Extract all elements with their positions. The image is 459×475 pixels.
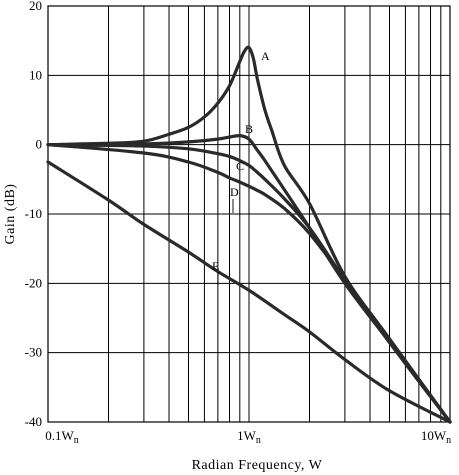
curve-label-b: B [245,122,253,136]
x-tick-main: 10W [421,428,447,443]
curve-label-c: C [236,159,244,173]
curve-label-a: A [261,49,270,63]
y-tick-label: 20 [29,0,42,13]
grid-lines [48,6,450,422]
curve-label-e: E [212,259,219,273]
x-tick-subscript: n [446,435,451,446]
curve-label-d: D [230,185,239,199]
x-tick-subscript: n [74,435,79,446]
label-leaders [217,199,234,285]
x-tick-subscript: n [256,435,261,446]
series-line-a [46,45,452,424]
series-line-e [46,160,452,424]
x-axis-label: Radian Frequency, W [192,458,323,473]
x-tick-label: 1Wn [237,428,261,446]
x-tick-label: 10Wn [421,428,451,446]
series-line-b [46,133,452,424]
y-tick-label: -30 [25,345,42,360]
x-tick-label: 0.1Wn [45,428,79,446]
y-tick-label: -10 [25,206,42,221]
x-tick-main: 0.1W [45,428,74,443]
y-tick-label: 0 [36,137,43,152]
y-tick-label: 10 [29,67,42,82]
series-line-d [46,143,452,424]
x-tick-main: 1W [237,428,257,443]
curve-labels: A B CD E [212,49,270,273]
y-tick-label: -20 [25,275,42,290]
y-tick-labels: 20 10 0 -10 -20 -30 -40 [25,0,42,429]
series-lines [46,45,452,424]
plot-frame [47,5,451,423]
x-tick-labels: 0.1Wn 1Wn 10Wn [45,428,451,446]
y-tick-label: -40 [25,414,42,429]
y-axis-label: Gain (dB) [3,184,18,245]
